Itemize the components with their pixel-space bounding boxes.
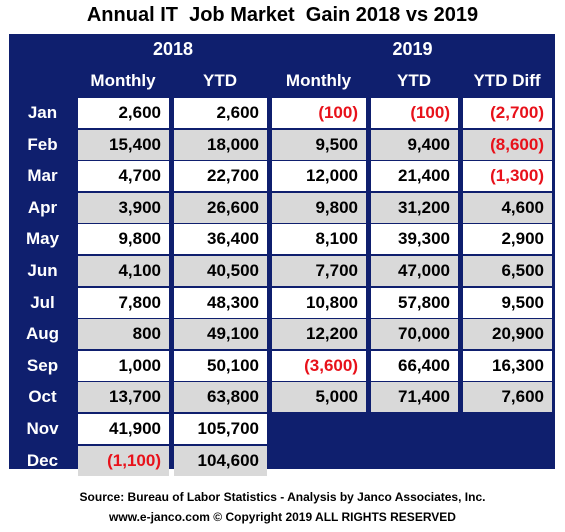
table-cell-may-2019-ytd: 39,300 [371,224,458,254]
row-label-oct: Oct [28,387,57,406]
chart-title: Annual IT Job Market Gain 2018 vs 2019 [86,4,479,26]
column-header-2019-ytd: YTD [397,71,431,90]
table-cell-jan-2018-ytd: 2,600 [174,98,267,128]
table-cell-jun-2019-ytd: 47,000 [371,256,458,286]
table-cell-jul-2018-monthly: 7,800 [78,288,169,318]
table-cell-jun-2018-monthly: 4,100 [78,256,169,286]
row-label-jan: Jan [27,103,58,122]
table-cell-jan-2019-monthly: (100) [272,98,366,128]
table-cell-jul-2019-monthly: 10,800 [272,288,366,318]
table-cell-may-2018-monthly: 9,800 [78,224,169,254]
table-cell-mar-2018-monthly: 4,700 [78,161,169,191]
table-cell-jul-2019-ytd: 57,800 [371,288,458,318]
table-cell-apr-2018-ytd: 26,600 [174,193,267,223]
table-cell-aug-2018-ytd: 49,100 [174,319,267,349]
table-cell-jan-2019-ytd: (100) [371,98,458,128]
table-cell-mar-2019-ytd: 21,400 [371,161,458,191]
table-cell-feb-2018-ytd: 18,000 [174,130,267,160]
row-label-may: May [25,229,60,248]
column-header-2019-monthly: Monthly [285,71,352,90]
column-header-ytd-diff: YTD Diff [473,71,541,90]
table-cell-apr-2019-monthly: 9,800 [272,193,366,223]
row-label-mar: Mar [27,166,58,185]
table-cell-apr-2018-monthly: 3,900 [78,193,169,223]
table-cell-apr-2019-ytd: 31,200 [371,193,458,223]
table-cell-feb-2018-monthly: 15,400 [78,130,169,160]
row-label-dec: Dec [26,451,59,470]
table-cell-aug-2019-ytd: 70,000 [371,319,458,349]
table-cell-aug-ytd-diff: 20,900 [463,319,552,349]
row-label-sep: Sep [26,356,59,375]
table-cell-may-2019-monthly: 8,100 [272,224,366,254]
column-header-2018-monthly: Monthly [90,71,156,90]
table-cell-jun-ytd-diff: 6,500 [463,256,552,286]
table-cell-oct-ytd-diff: 7,600 [463,382,552,412]
table-cell-nov-2018-monthly: 41,900 [78,414,169,444]
table-cell-sep-2019-ytd: 66,400 [371,351,458,381]
table-cell-jul-2018-ytd: 48,300 [174,288,267,318]
table-cell-feb-2019-monthly: 9,500 [272,130,366,160]
year-header-2019: 2019 [392,39,433,59]
copyright-note: www.e-janco.com © Copyright 2019 ALL RIG… [109,510,456,524]
table-cell-dec-2018-monthly: (1,100) [78,446,169,476]
row-label-apr: Apr [27,198,58,217]
table-cell-jan-ytd-diff: (2,700) [463,98,552,128]
table-cell-oct-2019-monthly: 5,000 [272,382,366,412]
table-cell-jan-2018-monthly: 2,600 [78,98,169,128]
table-cell-feb-2019-ytd: 9,400 [371,130,458,160]
source-note: Source: Bureau of Labor Statistics - Ana… [79,490,486,504]
table-cell-feb-ytd-diff: (8,600) [463,130,552,160]
table-cell-sep-2018-monthly: 1,000 [78,351,169,381]
table-cell-sep-2018-ytd: 50,100 [174,351,267,381]
table-cell-may-ytd-diff: 2,900 [463,224,552,254]
table-cell-mar-ytd-diff: (1,300) [463,161,552,191]
table-cell-mar-2019-monthly: 12,000 [272,161,366,191]
year-header-2018: 2018 [152,39,194,59]
table-cell-dec-2018-ytd: 104,600 [174,446,267,476]
row-label-jun: Jun [27,261,58,280]
column-header-2018-ytd: YTD [203,71,237,90]
row-label-jul: Jul [30,293,55,312]
table-cell-sep-ytd-diff: 16,300 [463,351,552,381]
table-cell-jun-2019-monthly: 7,700 [272,256,366,286]
table-cell-sep-2019-monthly: (3,600) [272,351,366,381]
table-cell-may-2018-ytd: 36,400 [174,224,267,254]
table-cell-oct-2018-ytd: 63,800 [174,382,267,412]
table-cell-jul-ytd-diff: 9,500 [463,288,552,318]
table-cell-oct-2018-monthly: 13,700 [78,382,169,412]
table-cell-nov-2018-ytd: 105,700 [174,414,267,444]
row-label-aug: Aug [25,324,60,343]
table-cell-jun-2018-ytd: 40,500 [174,256,267,286]
table-cell-mar-2018-ytd: 22,700 [174,161,267,191]
table-cell-oct-2019-ytd: 71,400 [371,382,458,412]
row-label-feb: Feb [27,135,58,154]
row-label-nov: Nov [26,419,59,438]
table-cell-aug-2018-monthly: 800 [78,319,169,349]
table-cell-aug-2019-monthly: 12,200 [272,319,366,349]
table-cell-apr-ytd-diff: 4,600 [463,193,552,223]
